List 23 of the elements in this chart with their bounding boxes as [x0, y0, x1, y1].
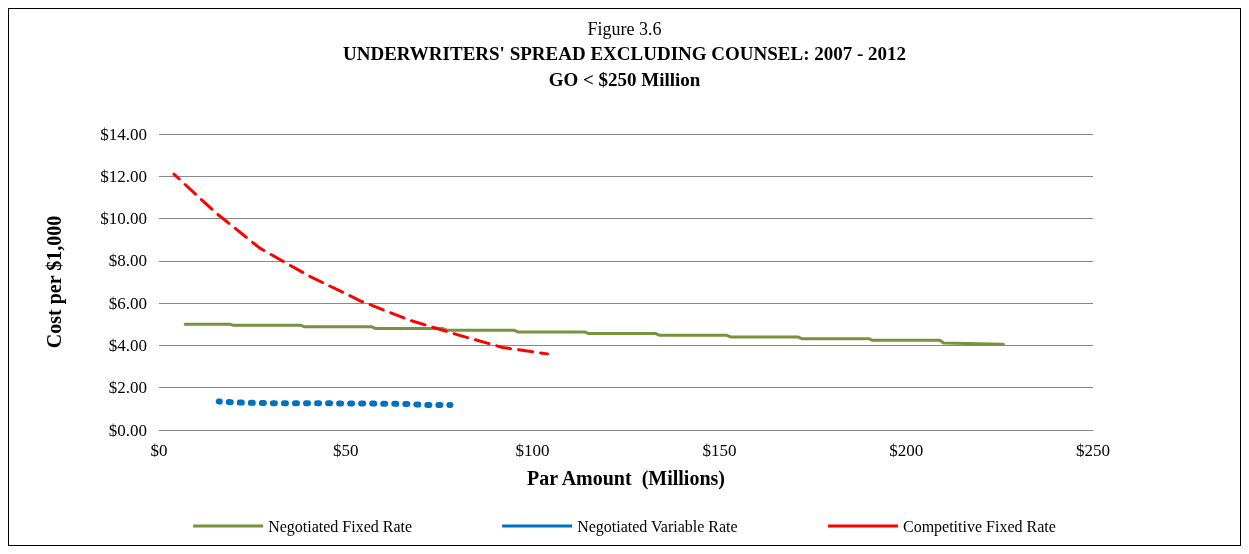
x-tick-label: $0 [150, 441, 168, 460]
y-tick-label: $12.00 [100, 166, 147, 186]
y-tick-label: $2.00 [108, 378, 147, 398]
y-tick-label: $8.00 [108, 251, 147, 271]
y-tick-label: $4.00 [108, 335, 147, 355]
y-tick-label: $0.00 [108, 420, 147, 440]
chart-title: Figure 3.6 [587, 19, 662, 39]
x-axis-title: Par Amount (Millions) [527, 467, 725, 490]
legend-label: Negotiated Variable Rate [577, 517, 738, 536]
line-series [172, 172, 550, 356]
x-tick-label: $50 [333, 441, 359, 460]
chart-subtitle: UNDERWRITERS' SPREAD EXCLUDING COUNSEL: 2007 - 2012 GO < $250 Million [342, 42, 907, 90]
x-tick-label: $200 [889, 441, 924, 460]
legend-label: Competitive Fixed Rate [902, 517, 1056, 536]
legend-label: Negotiated Fixed Rate [268, 517, 413, 536]
line-series [183, 322, 1005, 346]
x-tick-label: $100 [515, 441, 550, 460]
x-tick-label: $250 [1076, 441, 1110, 460]
x-tick-label: $150 [702, 441, 737, 460]
y-axis-title: Cost per $1,000 [43, 215, 66, 349]
y-tick-label: $10.00 [100, 209, 147, 229]
y-tick-label: $6.00 [108, 293, 147, 313]
y-tick-label: $14.00 [100, 124, 147, 144]
